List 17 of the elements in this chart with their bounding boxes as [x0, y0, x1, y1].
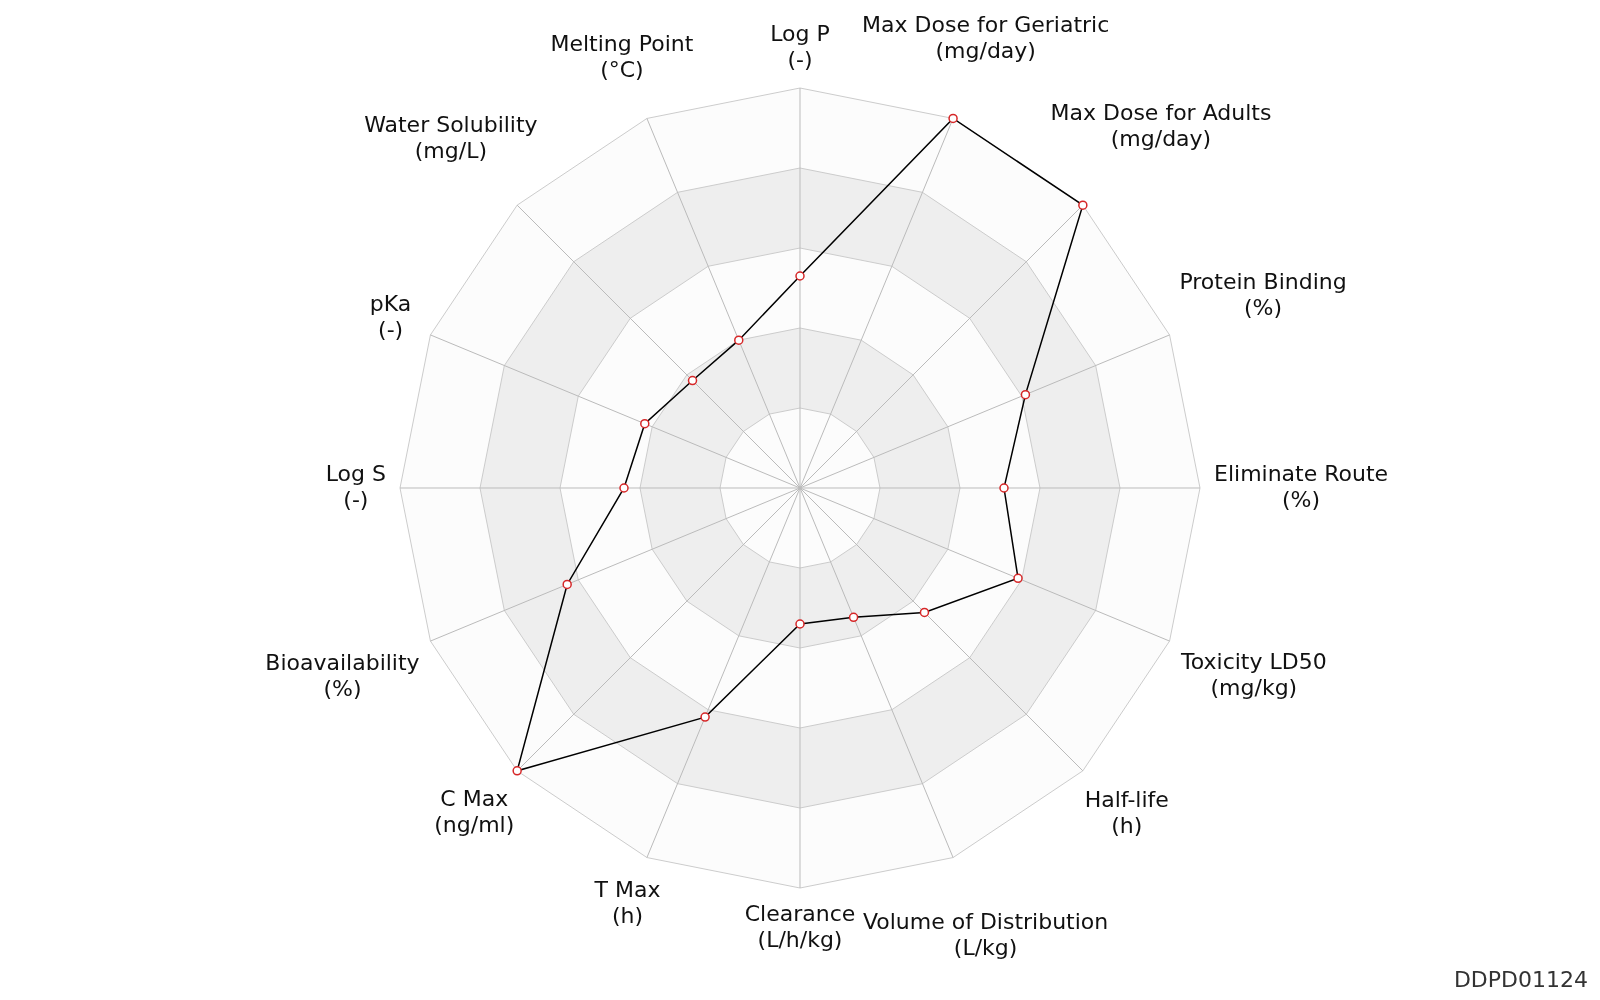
spoke-label: Toxicity LD50 (mg/kg) [1180, 648, 1327, 700]
spoke-label: Protein Binding (%) [1179, 268, 1347, 320]
spoke-label: Eliminate Route (%) [1214, 460, 1389, 512]
spoke-label: Water Solubility (mg/L) [364, 111, 538, 163]
spoke-label: Max Dose for Adults (mg/day) [1050, 99, 1272, 151]
spoke-label: Volume of Distribution (L/kg) [862, 908, 1109, 960]
spoke-label: Log S (-) [325, 460, 387, 512]
spoke-label: pKa (-) [369, 291, 412, 343]
text: DDPD01124 [1453, 967, 1588, 992]
spoke-label: Melting Point (°C) [550, 30, 694, 82]
spoke-label: Bioavailability (%) [265, 650, 420, 702]
spoke-label: T Max (h) [593, 877, 661, 929]
spoke-label: C Max (ng/ml) [434, 786, 515, 838]
spoke-label: Half-life (h) [1084, 787, 1169, 839]
spoke-label: Clearance (L/h/kg) [744, 900, 856, 952]
spoke-label: Max Dose for Geriatric (mg/day) [862, 12, 1110, 64]
spoke-label: Log P (-) [770, 20, 830, 72]
